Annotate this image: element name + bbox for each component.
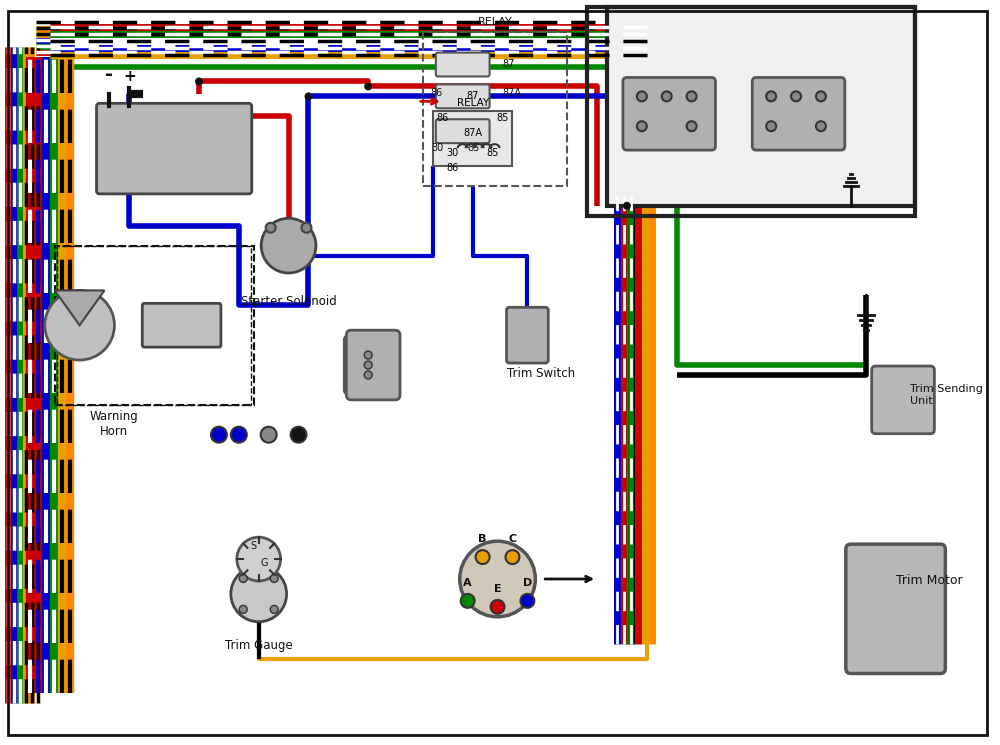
Text: 86: 86 bbox=[431, 89, 443, 98]
Text: D: D bbox=[523, 578, 532, 588]
FancyBboxPatch shape bbox=[344, 336, 392, 394]
Text: Trim Motor: Trim Motor bbox=[896, 574, 962, 587]
Text: 85: 85 bbox=[468, 143, 480, 153]
Circle shape bbox=[304, 92, 312, 101]
Text: 87: 87 bbox=[503, 59, 515, 69]
Circle shape bbox=[476, 550, 490, 564]
Text: A: A bbox=[463, 578, 472, 588]
Text: Trim Sending
Unit: Trim Sending Unit bbox=[910, 384, 983, 406]
Circle shape bbox=[270, 606, 278, 613]
Circle shape bbox=[291, 427, 306, 443]
Text: 85: 85 bbox=[496, 113, 509, 123]
Text: +: + bbox=[123, 69, 136, 84]
Circle shape bbox=[239, 606, 247, 613]
Circle shape bbox=[791, 92, 801, 101]
Circle shape bbox=[364, 83, 372, 90]
Text: G: G bbox=[261, 558, 268, 568]
FancyBboxPatch shape bbox=[752, 77, 845, 150]
Circle shape bbox=[270, 574, 278, 583]
Circle shape bbox=[302, 223, 311, 232]
Circle shape bbox=[364, 371, 372, 379]
Text: 30: 30 bbox=[447, 148, 459, 158]
Circle shape bbox=[461, 594, 475, 608]
Circle shape bbox=[239, 574, 247, 583]
Text: 87A: 87A bbox=[463, 128, 482, 138]
Bar bbox=[55, 246, 254, 405]
Bar bbox=[423, 32, 567, 186]
FancyBboxPatch shape bbox=[846, 544, 945, 673]
Circle shape bbox=[687, 121, 697, 131]
Circle shape bbox=[460, 541, 535, 617]
FancyBboxPatch shape bbox=[436, 53, 490, 77]
Circle shape bbox=[505, 550, 519, 564]
Ellipse shape bbox=[261, 218, 316, 273]
Text: 86: 86 bbox=[437, 113, 449, 123]
Text: POWER TRIM / TILT: POWER TRIM / TILT bbox=[623, 39, 909, 68]
Circle shape bbox=[211, 427, 227, 443]
FancyBboxPatch shape bbox=[97, 104, 252, 194]
FancyBboxPatch shape bbox=[436, 84, 490, 108]
Circle shape bbox=[816, 92, 826, 101]
Text: 87A: 87A bbox=[503, 89, 522, 98]
Text: Warning
Horn: Warning Horn bbox=[90, 410, 139, 438]
Circle shape bbox=[364, 351, 372, 359]
Text: 87: 87 bbox=[466, 92, 479, 101]
Text: E: E bbox=[494, 584, 501, 594]
Text: 30: 30 bbox=[431, 143, 443, 153]
Text: -: - bbox=[105, 66, 113, 84]
Circle shape bbox=[662, 92, 672, 101]
Circle shape bbox=[766, 121, 776, 131]
Bar bbox=[587, 7, 915, 216]
Circle shape bbox=[637, 121, 647, 131]
Circle shape bbox=[816, 121, 826, 131]
FancyBboxPatch shape bbox=[346, 330, 400, 400]
Text: Trim Gauge: Trim Gauge bbox=[225, 638, 293, 652]
Text: S: S bbox=[251, 541, 257, 551]
Circle shape bbox=[237, 537, 281, 581]
Circle shape bbox=[364, 361, 372, 369]
Text: Trim Switch: Trim Switch bbox=[507, 367, 576, 380]
FancyBboxPatch shape bbox=[506, 308, 548, 363]
Circle shape bbox=[623, 202, 631, 210]
FancyBboxPatch shape bbox=[623, 77, 715, 150]
Text: Starter Solenoid: Starter Solenoid bbox=[241, 295, 336, 308]
Circle shape bbox=[491, 600, 505, 614]
Circle shape bbox=[766, 92, 776, 101]
Text: C: C bbox=[508, 534, 517, 544]
Circle shape bbox=[520, 594, 534, 608]
Bar bbox=[57, 246, 251, 405]
Circle shape bbox=[637, 92, 647, 101]
FancyBboxPatch shape bbox=[872, 366, 934, 434]
Circle shape bbox=[45, 291, 114, 360]
Text: 85: 85 bbox=[486, 148, 499, 158]
Circle shape bbox=[231, 427, 247, 443]
FancyBboxPatch shape bbox=[433, 111, 512, 166]
Polygon shape bbox=[55, 291, 104, 326]
FancyBboxPatch shape bbox=[142, 303, 221, 347]
Text: RELAY: RELAY bbox=[457, 98, 489, 108]
Circle shape bbox=[195, 77, 203, 86]
Text: B: B bbox=[478, 534, 487, 544]
Bar bbox=[607, 7, 915, 206]
Circle shape bbox=[266, 223, 276, 232]
FancyBboxPatch shape bbox=[436, 119, 490, 143]
Circle shape bbox=[261, 427, 277, 443]
Circle shape bbox=[687, 92, 697, 101]
Text: 86: 86 bbox=[447, 163, 459, 173]
Circle shape bbox=[231, 566, 287, 622]
Text: RELAY: RELAY bbox=[478, 16, 512, 27]
